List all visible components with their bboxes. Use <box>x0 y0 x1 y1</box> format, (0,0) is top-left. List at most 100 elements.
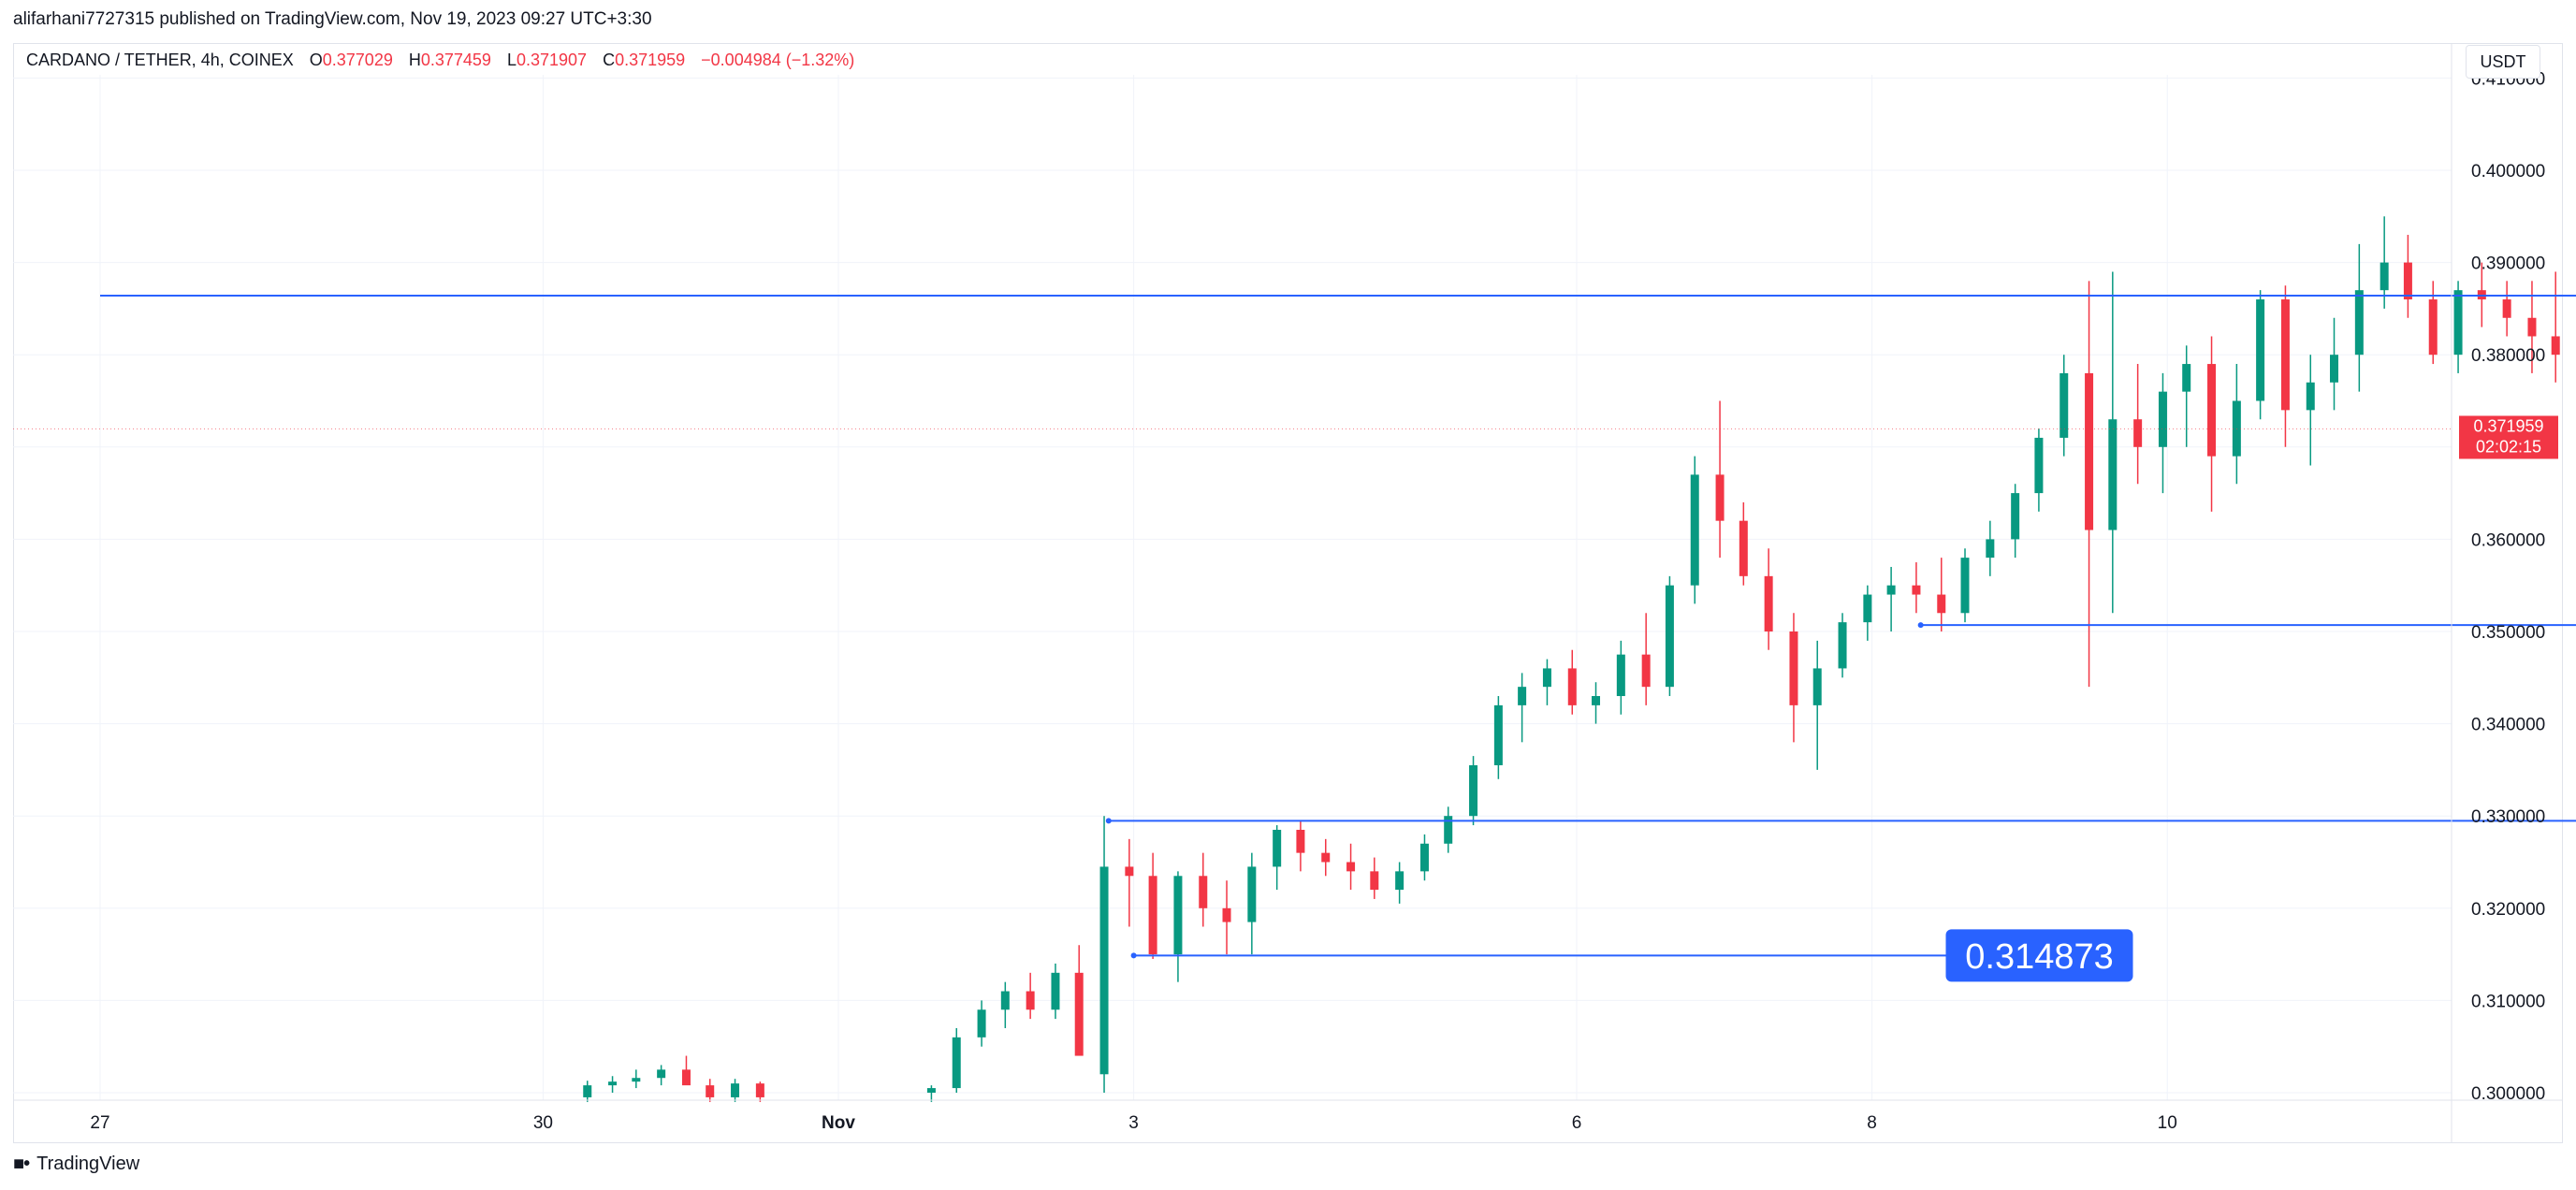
y-tick-label: 0.350000 <box>2471 623 2545 643</box>
candle-down <box>1222 907 1231 922</box>
last-price-countdown: 02:02:15 <box>2476 437 2541 456</box>
candle-up <box>2256 299 2265 401</box>
y-tick-label: 0.400000 <box>2471 162 2545 181</box>
close-value: 0.371959 <box>615 51 686 69</box>
candle-up <box>2182 364 2191 392</box>
high-value: 0.377459 <box>420 51 491 69</box>
tradingview-logo-icon: ■• <box>13 1154 30 1174</box>
candle-up <box>2453 290 2463 356</box>
candle-up <box>1493 704 1503 765</box>
change-value: −0.004984 (−1.32%) <box>701 51 855 69</box>
y-tick-label: 0.300000 <box>2471 1084 2545 1104</box>
candle-down <box>1296 829 1305 853</box>
high-label: H <box>408 51 421 69</box>
candle-down <box>2527 317 2537 337</box>
candle-up <box>2108 419 2118 530</box>
candle-down <box>1321 852 1331 863</box>
x-tick-label: 10 <box>2158 1113 2177 1133</box>
level-anchor <box>1130 952 1137 959</box>
y-tick-label: 0.330000 <box>2471 807 2545 827</box>
candle-down <box>755 1083 764 1097</box>
candle-up <box>657 1069 666 1079</box>
candle-up <box>926 1088 936 1093</box>
candle-up <box>1665 585 1674 688</box>
candle-up <box>2059 372 2069 438</box>
currency-selector[interactable]: USDT <box>2466 45 2540 79</box>
candles <box>583 216 2560 1102</box>
candle-down <box>1641 654 1651 688</box>
candle-up <box>977 1009 986 1038</box>
candle-down <box>1370 871 1379 891</box>
candle-up <box>731 1083 740 1097</box>
y-tick-label: 0.310000 <box>2471 992 2545 1011</box>
candle-down <box>2207 364 2217 457</box>
candle-up <box>2306 382 2315 411</box>
candle-up <box>1863 594 1872 623</box>
publish-info: alifarhani7727315 published on TradingVi… <box>13 9 652 29</box>
candle-down <box>1199 876 1208 908</box>
candle-up <box>1886 585 1896 595</box>
candle-down <box>2133 419 2143 447</box>
candle-down <box>1346 862 1356 872</box>
y-tick-label: 0.380000 <box>2471 346 2545 366</box>
open-label: O <box>309 51 323 69</box>
x-tick-label: 27 <box>90 1113 109 1133</box>
candle-up <box>2330 355 2339 383</box>
tradingview-logo[interactable]: ■• TradingView <box>13 1154 139 1175</box>
last-price-value: 0.371959 <box>2473 416 2543 435</box>
open-value: 0.377029 <box>322 51 393 69</box>
y-tick-label: 0.360000 <box>2471 530 2545 550</box>
candle-down <box>1715 474 1725 521</box>
candle-up <box>1051 972 1060 1010</box>
low-label: L <box>506 51 517 69</box>
candle-down <box>1764 575 1773 631</box>
grid <box>13 75 2452 1100</box>
candle-up <box>632 1078 641 1082</box>
candle-down <box>1912 585 1921 595</box>
candle-up <box>1273 829 1282 867</box>
level-label-box <box>1945 929 2133 982</box>
candle-down <box>1148 876 1157 955</box>
candle-down <box>2085 372 2094 530</box>
candle-up <box>1518 687 1527 705</box>
close-label: C <box>603 51 616 69</box>
low-value: 0.371907 <box>516 51 588 69</box>
candle-down <box>1789 631 1798 705</box>
candle-down <box>1937 594 1946 614</box>
horizontal-lines: 0.3864150.3507020.3294710.314873 <box>13 294 2576 982</box>
candle-down <box>1567 668 1577 705</box>
x-tick-label: 30 <box>533 1113 553 1133</box>
x-tick-label: Nov <box>822 1113 855 1133</box>
candle-up <box>1099 866 1109 1075</box>
symbol-legend: CARDANO / TETHER, 4h, COINEX O0.377029 H… <box>26 51 854 70</box>
candle-down <box>1026 991 1035 1010</box>
candle-up <box>1419 843 1429 872</box>
candle-down <box>1739 520 1748 576</box>
candle-up <box>1690 474 1699 586</box>
candle-up <box>952 1037 961 1089</box>
candle-down <box>2551 336 2560 356</box>
candle-up <box>1616 654 1625 697</box>
candle-down <box>706 1085 715 1097</box>
candle-down <box>681 1069 691 1086</box>
x-tick-label: 8 <box>1867 1113 1877 1133</box>
candle-up <box>608 1081 618 1086</box>
candle-down <box>2403 262 2412 300</box>
candle-down <box>1125 866 1134 877</box>
y-tick-label: 0.340000 <box>2471 716 2545 735</box>
candle-up <box>2354 290 2364 356</box>
level-anchor <box>1105 818 1112 824</box>
candle-up <box>1986 539 1995 559</box>
axes: 0.4600000.4500000.4400000.4300000.420000… <box>13 43 2563 1142</box>
level-label: 0.314873 <box>1965 937 2114 977</box>
candle-up <box>2011 493 2020 540</box>
candle-up <box>1000 991 1010 1010</box>
symbol-name: CARDANO / TETHER, 4h, COINEX <box>26 51 294 69</box>
candle-up <box>1592 696 1601 705</box>
candle-up <box>2158 391 2167 447</box>
x-tick-label: 6 <box>1572 1113 1582 1133</box>
candle-up <box>1444 816 1453 844</box>
last-price-badge <box>2459 415 2558 459</box>
candle-up <box>1960 558 1970 614</box>
